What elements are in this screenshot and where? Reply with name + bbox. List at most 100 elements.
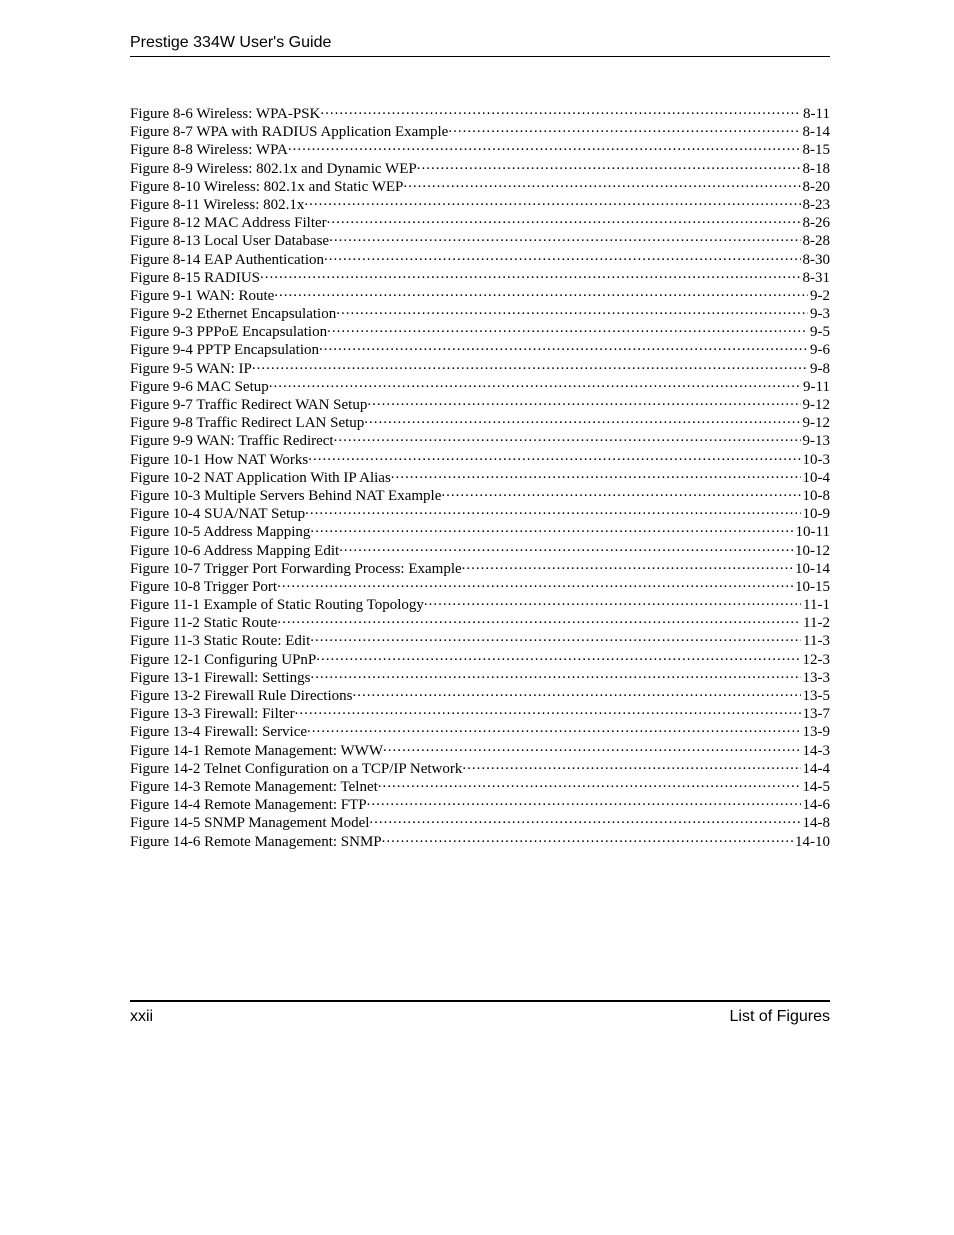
toc-entry: Figure 8-6 Wireless: WPA-PSK8-11 [130,103,830,121]
toc-entry-title: Figure 10-1 How NAT Works [130,453,308,468]
toc-leader-dots [378,776,801,791]
toc-entry-page: 10-3 [801,453,831,468]
toc-entry: Figure 8-12 MAC Address Filter8-26 [130,212,830,230]
toc-entry-title: Figure 11-2 Static Route [130,616,277,631]
toc-entry: Figure 10-8 Trigger Port10-15 [130,576,830,594]
toc-entry: Figure 14-6 Remote Management: SNMP14-10 [130,831,830,849]
toc-leader-dots [391,467,801,482]
toc-entry-page: 9-5 [808,325,830,340]
toc-entry-page: 8-15 [801,143,831,158]
toc-entry-page: 9-2 [808,289,830,304]
toc-entry-title: Figure 8-6 Wireless: WPA-PSK [130,107,320,122]
toc-leader-dots [339,540,793,555]
toc-entry-title: Figure 12-1 Configuring UPnP [130,653,316,668]
toc-entry-page: 10-9 [801,507,831,522]
footer-rule [130,1000,830,1002]
toc-entry-page: 9-6 [808,343,830,358]
toc-leader-dots [334,430,801,445]
toc-leader-dots [295,703,801,718]
toc-entry: Figure 9-9 WAN: Traffic Redirect9-13 [130,430,830,448]
toc-entry-page: 10-12 [793,544,830,559]
toc-leader-dots [369,812,800,827]
toc-entry: Figure 9-5 WAN: IP9-8 [130,358,830,376]
toc-entry: Figure 14-2 Telnet Configuration on a TC… [130,758,830,776]
toc-entry-page: 11-1 [801,598,830,613]
toc-entry-page: 14-8 [801,816,831,831]
toc-entry: Figure 8-7 WPA with RADIUS Application E… [130,121,830,139]
toc-entry: Figure 12-1 Configuring UPnP 12-3 [130,649,830,667]
toc-leader-dots [448,121,800,136]
toc-entry-page: 13-9 [801,725,831,740]
toc-entry-title: Figure 8-10 Wireless: 802.1x and Static … [130,180,403,195]
toc-entry-page: 14-6 [801,798,831,813]
toc-entry: Figure 8-11 Wireless: 802.1x8-23 [130,194,830,212]
toc-entry-title: Figure 13-1 Firewall: Settings [130,671,310,686]
toc-entry-page: 13-7 [801,707,831,722]
toc-entry-title: Figure 8-7 WPA with RADIUS Application E… [130,125,448,140]
toc-entry-title: Figure 13-2 Firewall Rule Directions [130,689,352,704]
toc-leader-dots [319,339,808,354]
toc-entry: Figure 9-2 Ethernet Encapsulation9-3 [130,303,830,321]
toc-entry: Figure 11-2 Static Route 11-2 [130,612,830,630]
toc-leader-dots [277,576,793,591]
toc-entry-page: 12-3 [801,653,831,668]
toc-entry: Figure 8-13 Local User Database8-28 [130,230,830,248]
toc-leader-dots [310,667,800,682]
toc-entry: Figure 13-2 Firewall Rule Directions13-5 [130,685,830,703]
toc-entry: Figure 9-8 Traffic Redirect LAN Setup9-1… [130,412,830,430]
toc-entry-page: 8-18 [801,162,831,177]
toc-entry-title: Figure 10-7 Trigger Port Forwarding Proc… [130,562,462,577]
toc-leader-dots [316,649,800,664]
toc-entry-page: 8-20 [801,180,831,195]
toc-entry-title: Figure 8-15 RADIUS [130,271,260,286]
toc-leader-dots [462,558,793,573]
toc-entry: Figure 11-1 Example of Static Routing To… [130,594,830,612]
toc-entry-page: 10-15 [793,580,830,595]
toc-entry: Figure 10-7 Trigger Port Forwarding Proc… [130,558,830,576]
toc-entry-page: 9-8 [808,362,830,377]
toc-entry-page: 14-5 [801,780,831,795]
toc-entry-title: Figure 9-3 PPPoE Encapsulation [130,325,327,340]
toc-entry-title: Figure 14-5 SNMP Management Model [130,816,369,831]
toc-entry: Figure 9-7 Traffic Redirect WAN Setup9-1… [130,394,830,412]
toc-leader-dots [367,794,801,809]
toc-entry-page: 9-13 [801,434,831,449]
toc-entry-page: 14-4 [801,762,831,777]
list-of-figures: Figure 8-6 Wireless: WPA-PSK8-11Figure 8… [130,103,830,849]
toc-entry: Figure 13-3 Firewall: Filter13-7 [130,703,830,721]
toc-entry: Figure 10-1 How NAT Works 10-3 [130,449,830,467]
toc-leader-dots [260,267,801,282]
toc-entry-title: Figure 9-6 MAC Setup [130,380,269,395]
toc-entry-page: 8-31 [801,271,831,286]
toc-entry-page: 10-4 [801,471,831,486]
toc-leader-dots [382,831,793,846]
toc-entry-page: 9-12 [801,416,831,431]
toc-leader-dots [441,485,800,500]
toc-entry: Figure 9-3 PPPoE Encapsulation 9-5 [130,321,830,339]
toc-entry: Figure 8-9 Wireless: 802.1x and Dynamic … [130,158,830,176]
toc-entry-page: 14-3 [801,744,831,759]
toc-entry-title: Figure 8-13 Local User Database [130,234,329,249]
page-footer: xxii List of Figures [130,1008,830,1026]
toc-entry-page: 11-2 [801,616,830,631]
toc-leader-dots [327,212,801,227]
toc-entry-title: Figure 14-4 Remote Management: FTP [130,798,367,813]
toc-entry-title: Figure 8-9 Wireless: 802.1x and Dynamic … [130,162,417,177]
toc-leader-dots [310,630,801,645]
document-page: Prestige 334W User's Guide Figure 8-6 Wi… [0,0,954,1235]
toc-entry-page: 11-3 [801,634,830,649]
toc-leader-dots [462,758,800,773]
toc-leader-dots [352,685,800,700]
toc-leader-dots [277,612,801,627]
toc-entry-page: 9-11 [801,380,830,395]
toc-entry-title: Figure 8-8 Wireless: WPA [130,143,288,158]
toc-entry: Figure 14-5 SNMP Management Model 14-8 [130,812,830,830]
toc-entry-page: 10-8 [801,489,831,504]
toc-entry-page: 8-30 [801,253,831,268]
toc-entry-title: Figure 14-6 Remote Management: SNMP [130,835,382,850]
toc-leader-dots [307,721,800,736]
toc-entry-title: Figure 14-1 Remote Management: WWW [130,744,383,759]
toc-entry-title: Figure 10-4 SUA/NAT Setup [130,507,305,522]
toc-leader-dots [383,740,801,755]
toc-entry: Figure 10-6 Address Mapping Edit10-12 [130,540,830,558]
